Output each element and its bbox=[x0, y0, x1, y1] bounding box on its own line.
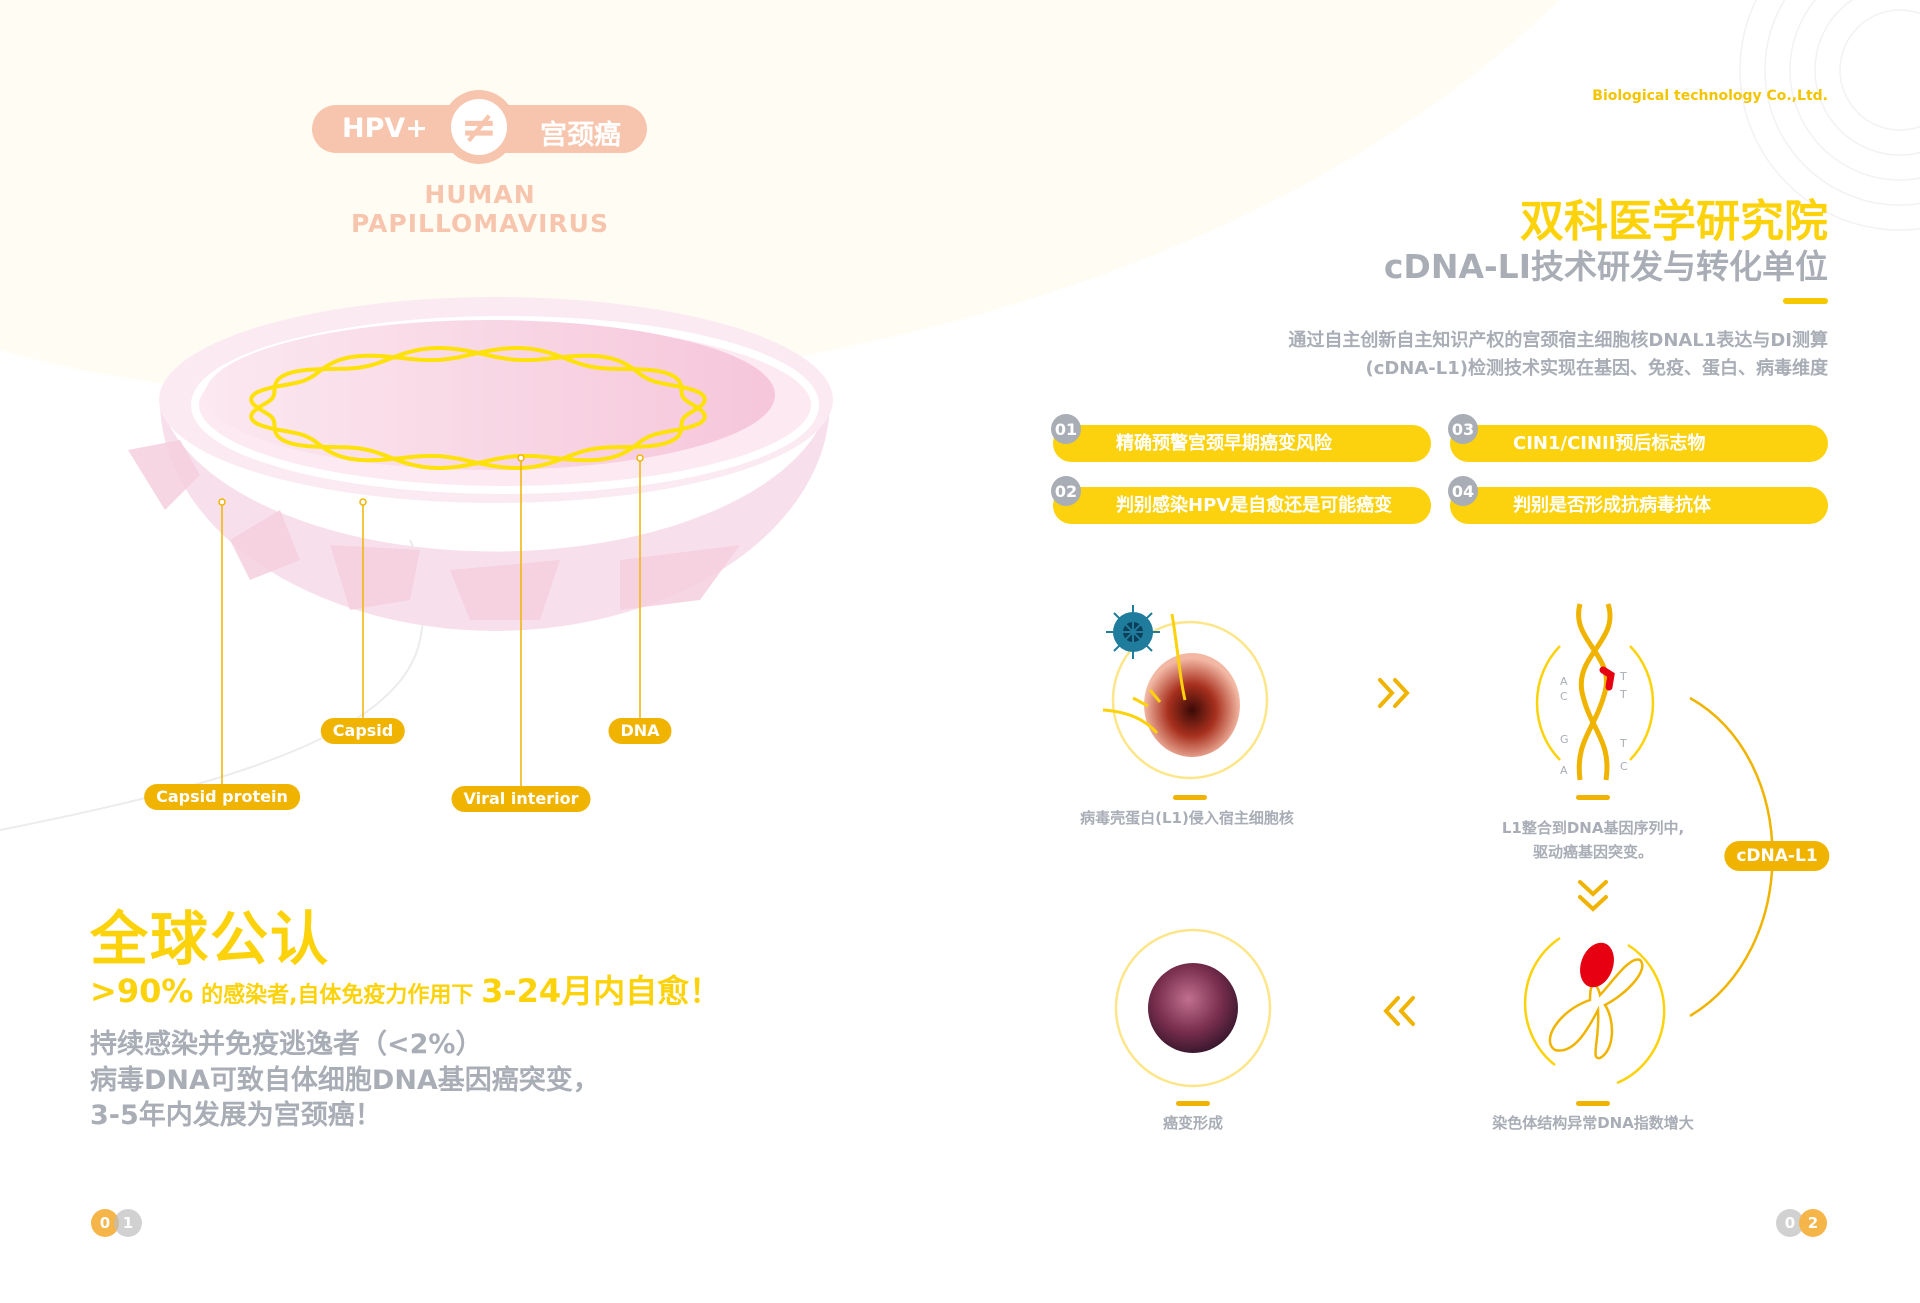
feature-02: 判别感染HPV是自愈还是可能癌变 bbox=[1053, 487, 1431, 524]
feature-number: 04 bbox=[1448, 476, 1478, 506]
step-divider bbox=[1576, 1101, 1610, 1106]
base-letter: A bbox=[1560, 675, 1568, 688]
page-number-digit: 2 bbox=[1799, 1209, 1827, 1237]
feature-01: 精确预警宫颈早期癌变风险 bbox=[1053, 425, 1431, 462]
description-line-2: (cDNA-L1)检测技术实现在基因、免疫、蛋白、病毒维度 bbox=[1365, 358, 1828, 379]
step3-caption: 染色体结构异常DNA指数增大 bbox=[1492, 1114, 1694, 1132]
risk-line-3: 3-5年内发展为宫颈癌！ bbox=[90, 1100, 382, 1131]
institute-subtitle: cDNA-LI技术研发与转化单位 bbox=[1383, 247, 1828, 286]
risk-line-1: 持续感染并免疫逃逸者（<2%） bbox=[90, 1029, 483, 1060]
base-letter: G bbox=[1560, 733, 1569, 746]
decorative-arcs bbox=[1739, 0, 1920, 231]
label-capsid: Capsid bbox=[320, 718, 406, 744]
page-number-digit: 1 bbox=[114, 1209, 142, 1237]
base-letter: C bbox=[1560, 690, 1568, 703]
title-divider bbox=[1783, 298, 1828, 304]
feature-number: 02 bbox=[1051, 476, 1081, 506]
base-letter: C bbox=[1620, 760, 1628, 773]
label-capsid-protein: Capsid protein bbox=[144, 784, 300, 810]
institute-title: 双科医学研究院 bbox=[1520, 196, 1828, 247]
feature-number: 03 bbox=[1448, 414, 1478, 444]
step1-illustration bbox=[1102, 605, 1269, 780]
cdna-l1-cycle-label: cDNA-L1 bbox=[1724, 841, 1830, 871]
step4-caption: 癌变形成 bbox=[1162, 1114, 1224, 1132]
step2-dna-illustration bbox=[1535, 603, 1655, 781]
description-line-1: 通过自主创新自主知识产权的宫颈宿主细胞核DNAL1表达与DI测算 bbox=[1288, 330, 1828, 351]
step4-tumor-illustration bbox=[1114, 928, 1272, 1088]
step2-caption-2: 驱动癌基因突变。 bbox=[1532, 843, 1654, 861]
base-letter: T bbox=[1620, 737, 1627, 750]
arrow-right-icon bbox=[1378, 678, 1410, 708]
stat-line: >90% 的感染者,自体免疫力作用下 3-24月内自愈！ bbox=[90, 972, 722, 1010]
base-letter: A bbox=[1560, 764, 1568, 777]
leader-lines bbox=[218, 454, 644, 786]
cream-backdrop bbox=[0, 0, 1560, 400]
arrow-down-icon bbox=[1578, 880, 1608, 912]
step-divider bbox=[1576, 795, 1610, 800]
step2-caption-1: L1整合到DNA基因序列中, bbox=[1501, 819, 1685, 837]
arrow-left-icon bbox=[1383, 996, 1415, 1026]
label-viral-interior: Viral interior bbox=[451, 786, 591, 812]
base-letter: T bbox=[1620, 688, 1627, 701]
company-name: Biological technology Co.,Ltd. bbox=[1592, 88, 1828, 104]
headline: 全球公认 bbox=[90, 905, 331, 973]
virus-capsid-illustration bbox=[128, 297, 833, 631]
base-letter: T bbox=[1620, 670, 1627, 683]
cervical-cancer-label: 宫颈癌 bbox=[540, 120, 621, 151]
step-divider bbox=[1173, 795, 1207, 800]
hpv-subtitle: HUMAN PAPILLOMAVIRUS bbox=[351, 180, 609, 238]
step3-chromosome-illustration bbox=[1523, 936, 1666, 1085]
feature-number: 01 bbox=[1051, 414, 1081, 444]
feature-04: 判别是否形成抗病毒抗体 bbox=[1450, 487, 1828, 524]
step1-caption: 病毒壳蛋白(L1)侵入宿主细胞核 bbox=[1080, 809, 1294, 827]
step-divider bbox=[1176, 1101, 1210, 1106]
risk-line-2: 病毒DNA可致自体细胞DNA基因癌突变， bbox=[90, 1065, 600, 1096]
hpv-label: HPV+ bbox=[342, 113, 428, 144]
feature-03: CIN1/CINII预后标志物 bbox=[1450, 425, 1828, 462]
not-equal-icon: ≠ bbox=[442, 90, 516, 164]
label-dna: DNA bbox=[608, 718, 672, 744]
